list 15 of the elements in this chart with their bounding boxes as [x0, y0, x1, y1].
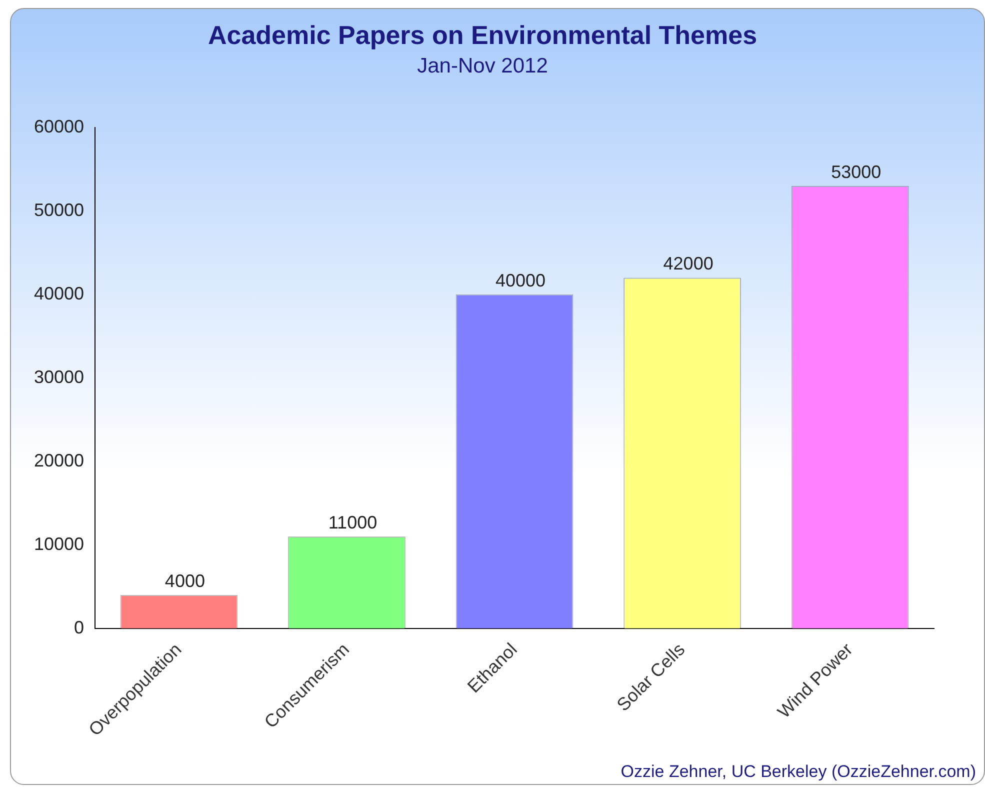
- chart-subtitle: Jan-Nov 2012: [417, 54, 548, 78]
- data-label: 40000: [495, 270, 546, 290]
- data-label: 11000: [328, 512, 378, 533]
- chart-title: Academic Papers on Environmental Themes: [208, 20, 758, 50]
- y-tick-label: 0: [74, 617, 84, 638]
- text: Ozzie Zehner, UC Berkeley (OzzieZehner.com): [620, 762, 976, 782]
- y-tick-label: 50000: [34, 200, 84, 220]
- data-label: 42000: [663, 254, 714, 274]
- y-tick-label: 30000: [34, 366, 84, 387]
- data-label: 4000: [164, 570, 205, 591]
- y-tick-label: 60000: [34, 116, 84, 136]
- data-label: 53000: [831, 162, 882, 182]
- y-tick-label: 10000: [34, 534, 84, 554]
- y-tick-label: 20000: [34, 450, 84, 470]
- y-tick-label: 40000: [34, 283, 84, 304]
